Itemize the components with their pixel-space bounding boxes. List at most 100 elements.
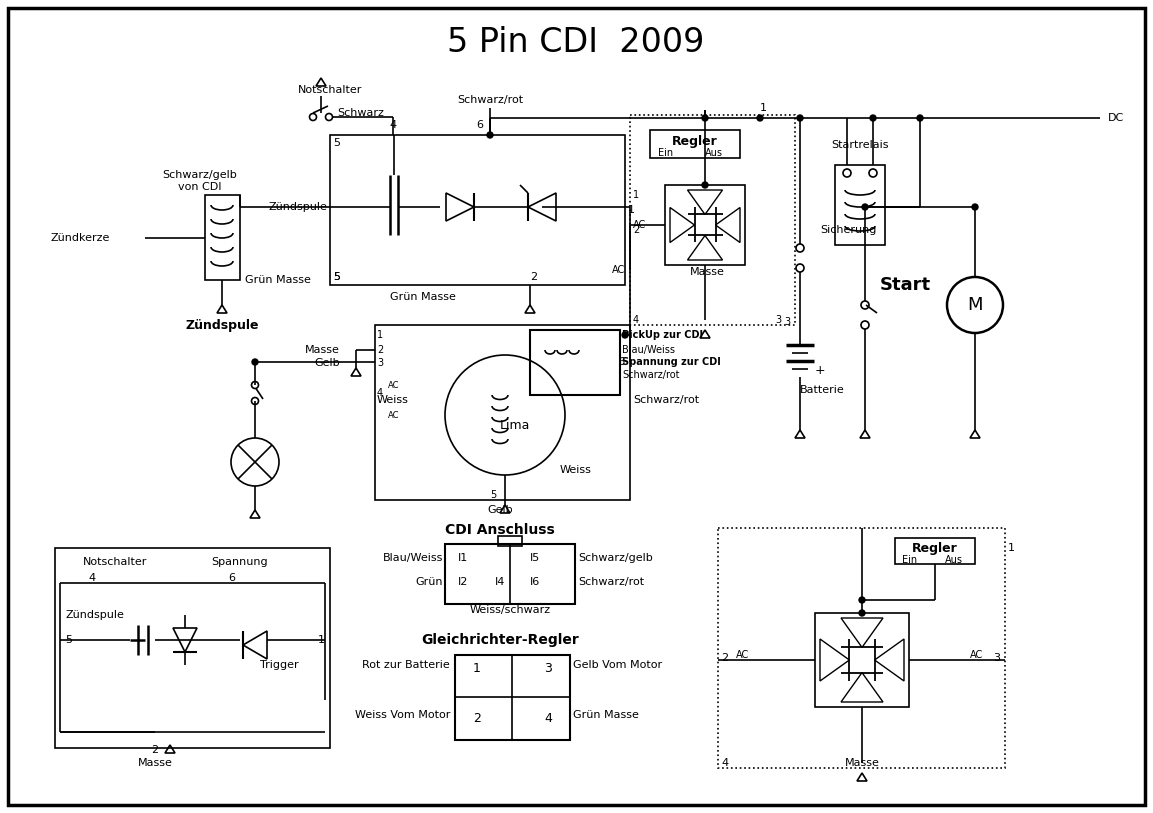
Text: AC: AC — [633, 220, 646, 230]
Text: +: + — [815, 363, 826, 376]
Text: Schwarz: Schwarz — [337, 108, 384, 118]
Text: Schwarz/rot: Schwarz/rot — [633, 395, 699, 405]
Text: 1: 1 — [377, 330, 383, 340]
Bar — [835, 165, 886, 245]
Text: 5: 5 — [490, 490, 496, 500]
Text: 1: 1 — [318, 635, 325, 645]
Circle shape — [702, 182, 708, 188]
Bar — [718, 528, 1005, 768]
Text: 1: 1 — [760, 103, 767, 113]
Bar — [445, 544, 575, 604]
Text: AC: AC — [389, 380, 399, 389]
Text: 2: 2 — [473, 711, 481, 724]
Text: AC: AC — [389, 411, 399, 420]
Text: Masse: Masse — [689, 267, 725, 277]
Circle shape — [917, 115, 924, 121]
Text: PickUp zur CDI: PickUp zur CDI — [621, 330, 703, 340]
Bar — [895, 538, 975, 564]
Text: Startrelais: Startrelais — [831, 140, 889, 150]
Text: I1: I1 — [458, 553, 468, 563]
Text: 5: 5 — [333, 138, 340, 148]
Text: 1: 1 — [1008, 543, 1015, 553]
Text: Masse: Masse — [306, 345, 340, 355]
Text: 1: 1 — [473, 662, 481, 675]
Text: 4: 4 — [88, 573, 96, 583]
Circle shape — [871, 115, 876, 121]
Circle shape — [487, 132, 493, 138]
Text: 4: 4 — [721, 758, 729, 768]
Text: 2: 2 — [530, 272, 537, 282]
Text: Grün Masse: Grün Masse — [573, 710, 639, 720]
Text: Schwarz/gelb: Schwarz/gelb — [163, 170, 238, 180]
Text: I2: I2 — [458, 577, 468, 587]
Bar — [55, 548, 330, 748]
Text: 3: 3 — [993, 653, 1000, 663]
Circle shape — [621, 332, 628, 338]
Bar — [665, 185, 745, 265]
Bar — [205, 195, 240, 280]
Text: Weiss/schwarz: Weiss/schwarz — [469, 605, 551, 615]
Text: I4: I4 — [495, 577, 505, 587]
Text: Grün Masse: Grün Masse — [390, 292, 455, 302]
Text: Gleichrichter-Regler: Gleichrichter-Regler — [421, 633, 579, 647]
Text: Ein: Ein — [902, 555, 917, 565]
Text: Aus: Aus — [704, 148, 723, 158]
Text: Regler: Regler — [672, 134, 718, 147]
Text: DC: DC — [1108, 113, 1124, 123]
Text: Masse: Masse — [844, 758, 880, 768]
Text: Spannung zur CDI: Spannung zur CDI — [621, 357, 721, 367]
Text: Notschalter: Notschalter — [83, 557, 148, 567]
Circle shape — [797, 115, 802, 121]
Text: Weiss: Weiss — [377, 395, 409, 405]
Text: 6: 6 — [618, 357, 624, 367]
Text: Ein: Ein — [658, 148, 673, 158]
Text: Start: Start — [880, 276, 932, 294]
Text: Rot zur Batterie: Rot zur Batterie — [362, 660, 450, 670]
Text: Regler: Regler — [912, 541, 958, 554]
Text: CDI Anschluss: CDI Anschluss — [445, 523, 555, 537]
Text: 5: 5 — [65, 635, 71, 645]
Text: Weiss Vom Motor: Weiss Vom Motor — [355, 710, 450, 720]
Bar — [650, 130, 740, 158]
Text: AC: AC — [736, 650, 749, 660]
Bar — [815, 613, 909, 707]
Text: 5 Pin CDI  2009: 5 Pin CDI 2009 — [447, 25, 704, 59]
Text: Grün Masse: Grün Masse — [244, 275, 311, 285]
Text: Zündspule: Zündspule — [186, 319, 258, 332]
Text: Weiss: Weiss — [560, 465, 591, 475]
Bar — [498, 536, 522, 546]
Text: 3: 3 — [784, 317, 790, 327]
Text: I6: I6 — [530, 577, 540, 587]
Text: Schwarz/rot: Schwarz/rot — [578, 577, 645, 587]
Bar — [375, 325, 630, 500]
Text: 4: 4 — [544, 711, 552, 724]
Text: Grün: Grün — [415, 577, 443, 587]
Text: Masse: Masse — [137, 758, 173, 768]
Text: 2: 2 — [721, 653, 729, 663]
Text: 2: 2 — [151, 745, 159, 755]
Text: 6: 6 — [476, 120, 483, 130]
Circle shape — [859, 610, 865, 616]
Text: 2: 2 — [377, 345, 383, 355]
Text: 3: 3 — [544, 662, 552, 675]
Text: 6: 6 — [228, 573, 235, 583]
Text: Schwarz/rot: Schwarz/rot — [621, 370, 679, 380]
Circle shape — [859, 597, 865, 603]
Text: Batterie: Batterie — [800, 385, 845, 395]
Text: Schwarz/gelb: Schwarz/gelb — [578, 553, 653, 563]
Text: Trigger: Trigger — [259, 660, 299, 670]
Text: M: M — [967, 296, 982, 314]
Text: 1: 1 — [633, 190, 639, 200]
Circle shape — [253, 359, 258, 365]
Text: 5: 5 — [333, 272, 340, 282]
Text: 4: 4 — [633, 315, 639, 325]
Text: Notschalter: Notschalter — [297, 85, 362, 95]
Text: Gelb: Gelb — [315, 358, 340, 368]
Text: Blau/Weiss: Blau/Weiss — [383, 553, 443, 563]
Text: Zündspule: Zündspule — [269, 202, 327, 212]
Text: 4: 4 — [377, 388, 383, 398]
Circle shape — [702, 115, 708, 121]
Text: Zündkerze: Zündkerze — [51, 233, 110, 243]
Text: Gelb Vom Motor: Gelb Vom Motor — [573, 660, 662, 670]
Text: Gelb: Gelb — [488, 505, 513, 515]
